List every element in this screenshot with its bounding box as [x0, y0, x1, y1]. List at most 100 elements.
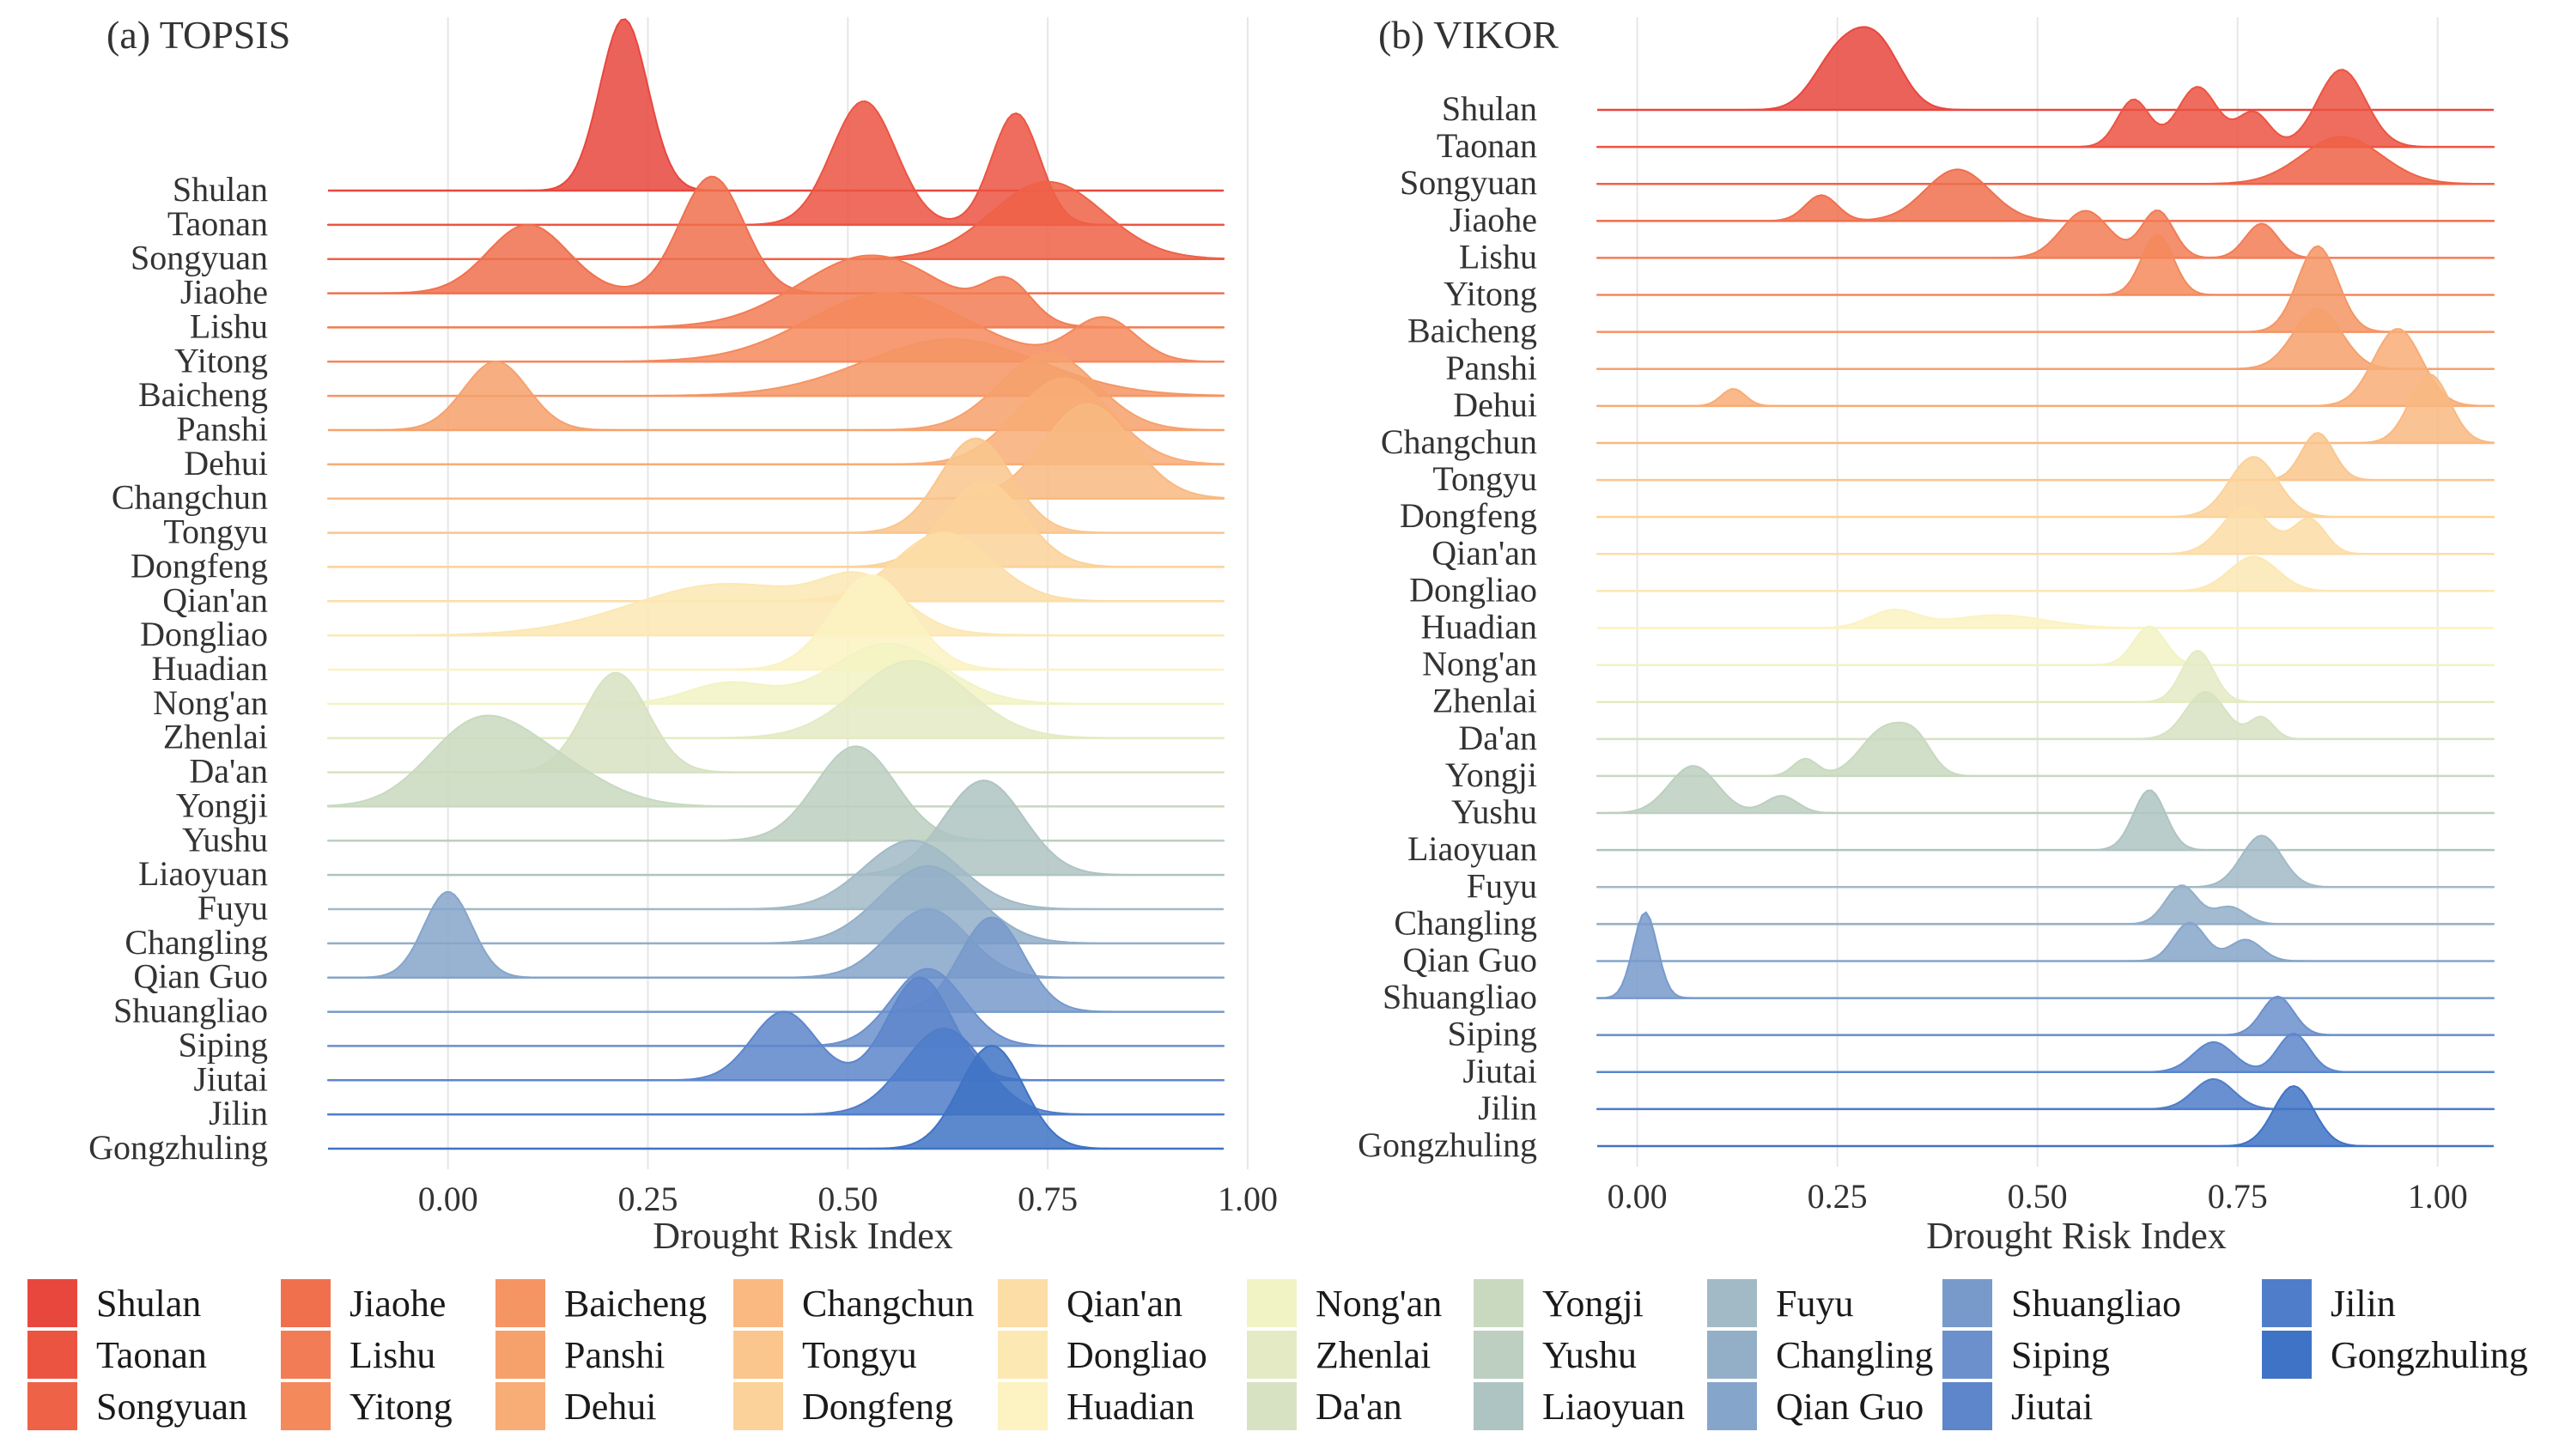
vikor-row-label: Songyuan [1400, 163, 1537, 202]
topsis-row-label: Changling [125, 923, 268, 962]
legend-label: Liaoyuan [1542, 1385, 1686, 1428]
legend-swatch [495, 1331, 545, 1379]
legend-swatch [1474, 1382, 1523, 1430]
topsis-row-label: Baicheng [138, 375, 268, 414]
legend-item: Dongliao [998, 1329, 1207, 1380]
topsis-row-label: Huadian [151, 649, 268, 688]
legend-swatch [1247, 1279, 1297, 1327]
vikor-ridge-huadian [1597, 608, 2494, 629]
vikor-ridge-fuyu [1596, 834, 2495, 889]
legend-swatch [1942, 1279, 1992, 1327]
vikor-ridge-baicheng [1596, 245, 2495, 333]
legend-swatch [998, 1331, 1048, 1379]
topsis-row-label: Jilin [209, 1094, 268, 1132]
vikor-ridge-siping [1596, 995, 2495, 1036]
vikor-row-label: Shuangliao [1383, 978, 1537, 1016]
legend-swatch [1707, 1279, 1757, 1327]
topsis-ridge-fuyu [328, 839, 1224, 910]
legend-swatch [1942, 1331, 1992, 1379]
legend-swatch [733, 1331, 783, 1379]
vikor-panel: (b) VIKOR Drought Risk Index ShulanTaona… [1358, 13, 2495, 1257]
vikor-row-label: Liaoyuan [1407, 829, 1537, 868]
vikor-x-axis-label: Drought Risk Index [1926, 1215, 2227, 1257]
legend-swatch [1707, 1382, 1757, 1430]
legend-swatch [733, 1382, 783, 1430]
vikor-ridge-songyuan [1596, 136, 2495, 185]
topsis-row-label: Shulan [173, 170, 268, 209]
topsis-row-label: Da'an [189, 752, 268, 791]
vikor-row-label: Qian Guo [1402, 940, 1537, 979]
topsis-row-label: Jiaohe [180, 273, 268, 312]
legend-swatch [1707, 1331, 1757, 1379]
legend-label: Dongliao [1067, 1333, 1207, 1376]
figure: (a) TOPSIS Drought Risk Index Shulan Taon… [88, 13, 2495, 1257]
vikor-row-label: Da'an [1458, 719, 1537, 757]
vikor-ridge-changling [1596, 884, 2495, 925]
topsis-ridge-jiutai [327, 976, 1225, 1082]
vikor-ridge-liaoyuan [1596, 789, 2495, 852]
legend-swatch [281, 1382, 331, 1430]
vikor-tick-label: 0.25 [1808, 1177, 1868, 1216]
legend-label: Taonan [96, 1333, 207, 1376]
topsis-x-axis-label: Drought Risk Index [653, 1215, 953, 1257]
legend-item: Zhenlai [1247, 1329, 1431, 1380]
legend-label: Shulan [96, 1282, 202, 1325]
topsis-tick-label: 0.75 [1018, 1180, 1078, 1218]
vikor-row-label: Taonan [1437, 126, 1537, 165]
legend-label: Baicheng [564, 1282, 708, 1325]
legend-item: Dehui [495, 1380, 657, 1432]
legend-swatch [281, 1331, 331, 1379]
legend-item: Jiaohe [281, 1277, 446, 1329]
legend-label: Changling [1776, 1333, 1934, 1376]
topsis-row-label: Songyuan [131, 239, 268, 277]
vikor-row-label: Zhenlai [1432, 682, 1537, 720]
legend: Shulan Taonan Songyuan Jiaohe Lishu Yitong Bai… [27, 1277, 2544, 1449]
legend-item: Tongyu [733, 1329, 917, 1380]
legend-swatch [495, 1382, 545, 1430]
legend-label: Qian Guo [1776, 1385, 1924, 1428]
legend-item: Yongji [1474, 1277, 1644, 1329]
vikor-tick-label: 0.00 [1608, 1177, 1668, 1216]
legend-item: Qian Guo [1707, 1380, 1924, 1432]
topsis-row-label: Yushu [182, 820, 268, 858]
legend-label: Da'an [1316, 1385, 1402, 1428]
topsis-tick-label: 0.00 [418, 1180, 478, 1218]
topsis-title: (a) TOPSIS [106, 13, 290, 57]
legend-item: Changchun [733, 1277, 974, 1329]
vikor-row-label: Lishu [1459, 237, 1537, 276]
legend-label: Huadian [1067, 1385, 1195, 1428]
topsis-ridge-shulan [328, 18, 1224, 191]
legend-label: Zhenlai [1316, 1333, 1431, 1376]
legend-swatch [27, 1279, 77, 1327]
legend-item: Lishu [281, 1329, 435, 1380]
legend-swatch [1247, 1331, 1297, 1379]
legend-label: Shuangliao [2011, 1282, 2181, 1325]
topsis-tick-label: 0.50 [818, 1180, 878, 1218]
vikor-ridge-dongfeng [1596, 456, 2495, 519]
topsis-ridge-yushu [327, 745, 1225, 842]
legend-label: Siping [2011, 1333, 2110, 1376]
topsis-row-label: Qian Guo [133, 957, 268, 996]
vikor-ridge-jiaohe [1596, 168, 2495, 222]
vikor-ridge-gongzhuling [1597, 1084, 2494, 1147]
vikor-ridge-qian-an [1596, 506, 2495, 555]
topsis-ridge-jiaohe [327, 175, 1225, 294]
topsis-ridge-songyuan [327, 180, 1225, 260]
topsis-ridge-dongliao [327, 571, 1225, 637]
vikor-title: (b) VIKOR [1378, 13, 1559, 57]
topsis-row-label: Lishu [190, 306, 268, 345]
vikor-tick-label: 1.00 [2408, 1177, 2468, 1216]
topsis-row-label: Changchun [112, 478, 268, 517]
legend-swatch [1474, 1279, 1523, 1327]
legend-item: Changling [1707, 1329, 1933, 1380]
legend-swatch [495, 1279, 545, 1327]
legend-swatch [998, 1382, 1048, 1430]
vikor-row-label: Yushu [1451, 792, 1537, 831]
topsis-row-label: Gongzhuling [88, 1128, 268, 1167]
legend-label: Gongzhuling [2331, 1333, 2528, 1376]
topsis-ridge-dongfeng [327, 480, 1225, 568]
vikor-row-label: Jiaohe [1450, 200, 1537, 239]
topsis-row-label: Jiutai [193, 1059, 268, 1098]
topsis-row-label: Dehui [184, 444, 268, 482]
vikor-ridge-dongliao [1596, 555, 2495, 592]
